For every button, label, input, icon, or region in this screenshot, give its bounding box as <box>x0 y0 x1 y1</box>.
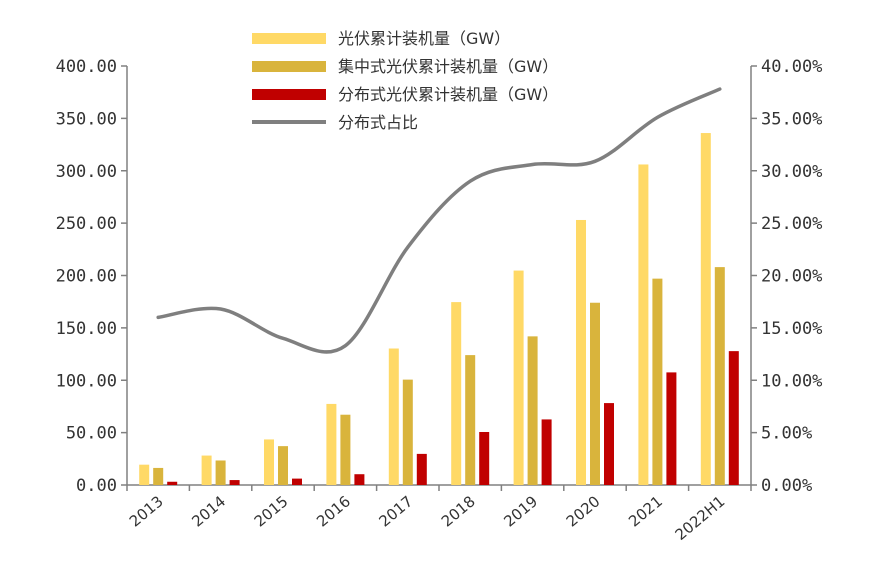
bar-1 <box>700 133 711 486</box>
axes: 0.00 50.00 100.00 150.00 200.00 250.00 300.00 3… <box>56 57 823 544</box>
x-tick-label: 2015 <box>251 492 292 530</box>
x-tick-label: 2020 <box>563 492 604 530</box>
legend-label: 分布式光伏累计装机量（GW） <box>338 85 558 104</box>
bar-3 <box>666 372 677 485</box>
bar-2 <box>465 355 476 485</box>
bars-layer <box>139 133 739 486</box>
x-tick-label: 2013 <box>126 492 167 530</box>
bar-3 <box>292 478 302 485</box>
bar-2 <box>278 446 288 485</box>
y-right-tick-label: 35.00% <box>761 109 822 129</box>
x-tick-label: 2014 <box>188 492 229 530</box>
bar-3 <box>604 403 614 485</box>
y-right-tick-label: 30.00% <box>761 162 822 182</box>
y-left-tick-label: 100.00 <box>56 371 117 391</box>
y-right-tick-label: 5.00% <box>761 424 812 444</box>
y-left-tick-label: 150.00 <box>56 319 117 339</box>
bar-3 <box>728 351 739 485</box>
y-left-tick-label: 200.00 <box>56 267 117 287</box>
x-tick-label: 2019 <box>500 492 541 530</box>
legend-swatch <box>252 33 326 44</box>
bar-3 <box>416 453 427 485</box>
y-left-tick-label: 0.00 <box>76 476 117 496</box>
bar-2 <box>153 467 164 485</box>
bar-2 <box>714 267 725 485</box>
bar-3 <box>167 481 178 485</box>
legend-swatch <box>252 89 326 100</box>
y-right-tick-label: 25.00% <box>761 214 822 234</box>
y-left-tick-label: 50.00 <box>66 424 117 444</box>
y-left-tick-label: 400.00 <box>56 57 117 77</box>
bar-1 <box>264 439 274 485</box>
line-layer <box>156 87 722 354</box>
bar-2 <box>340 414 351 485</box>
x-tick-label: 2016 <box>313 492 354 530</box>
share-line <box>156 87 722 354</box>
legend-label: 分布式占比 <box>338 113 418 132</box>
x-tick-label: 2018 <box>438 492 479 530</box>
bar-2 <box>590 302 600 485</box>
bar-2 <box>652 278 663 485</box>
bar-1 <box>451 302 462 485</box>
bar-2 <box>402 379 413 485</box>
y-left-tick-label: 250.00 <box>56 214 117 234</box>
bar-1 <box>576 219 586 486</box>
bar-3 <box>354 474 365 485</box>
bar-3 <box>541 419 552 485</box>
bar-1 <box>139 464 150 485</box>
y-right-tick-label: 0.00% <box>761 476 812 496</box>
x-tick-label: 2021 <box>625 492 666 530</box>
bar-1 <box>326 403 337 485</box>
bar-3 <box>479 431 490 485</box>
y-left-tick-label: 350.00 <box>56 109 117 129</box>
x-tick-label: 2017 <box>376 492 417 530</box>
y-right-tick-label: 15.00% <box>761 319 822 339</box>
bar-2 <box>527 336 538 485</box>
bar-1 <box>388 348 399 485</box>
bar-1 <box>638 164 649 485</box>
legend-swatch <box>252 61 326 72</box>
legend-label: 集中式光伏累计装机量（GW） <box>338 57 558 76</box>
x-tick-label: 2022H1 <box>672 492 729 544</box>
legend-label: 光伏累计装机量（GW） <box>338 29 510 48</box>
y-right-tick-label: 40.00% <box>761 57 822 77</box>
y-left-tick-label: 300.00 <box>56 162 117 182</box>
legend: 光伏累计装机量（GW） 集中式光伏累计装机量（GW） 分布式光伏累计装机量（GW） 分… <box>252 29 558 132</box>
bar-3 <box>229 480 240 485</box>
bar-2 <box>215 460 226 485</box>
y-right-tick-label: 20.00% <box>761 267 822 287</box>
y-right-tick-label: 10.00% <box>761 371 822 391</box>
bar-1 <box>513 270 524 485</box>
bar-1 <box>201 455 212 485</box>
